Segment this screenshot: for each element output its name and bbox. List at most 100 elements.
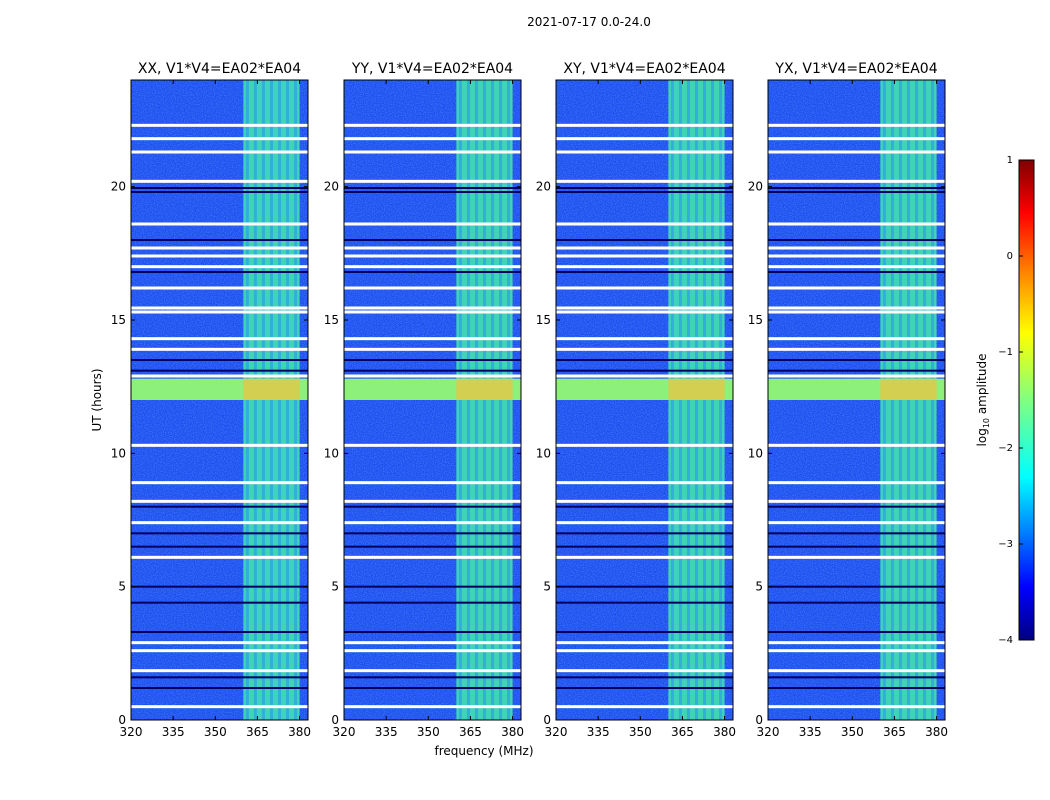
dark-row — [556, 187, 733, 189]
dark-row — [768, 191, 945, 193]
blank-row — [344, 306, 521, 310]
dark-row — [768, 187, 945, 189]
blank-row — [344, 374, 521, 378]
y-tick-label: 0 — [331, 713, 339, 727]
y-tick-label: 10 — [111, 446, 126, 460]
blank-row — [556, 246, 733, 250]
panel-title: YX, V1*V4=EA02*EA04 — [774, 61, 937, 77]
dark-row — [768, 687, 945, 689]
blank-row — [768, 179, 945, 183]
y-tick-label: 15 — [111, 313, 126, 327]
blank-row — [768, 337, 945, 341]
dark-row — [768, 271, 945, 273]
dark-row — [344, 271, 521, 273]
x-axis-label: frequency (MHz) — [434, 744, 533, 758]
blank-row — [556, 286, 733, 290]
dark-row — [131, 676, 308, 679]
blank-row — [768, 246, 945, 250]
dark-row — [556, 359, 733, 361]
dark-row — [344, 585, 521, 588]
blank-row — [131, 286, 308, 290]
blank-row — [344, 481, 521, 485]
blank-row — [131, 481, 308, 485]
blank-row — [768, 481, 945, 485]
colorbar-tick-label: 1 — [1007, 155, 1013, 166]
dark-row — [768, 676, 945, 679]
blank-row — [556, 222, 733, 226]
dark-row — [556, 545, 733, 548]
y-tick-label: 0 — [118, 713, 126, 727]
blank-row — [344, 179, 521, 183]
blank-row — [556, 669, 733, 673]
blank-row — [344, 310, 521, 314]
x-tick-label: 365 — [246, 725, 269, 739]
blank-row — [131, 150, 308, 154]
blank-row — [131, 521, 308, 525]
blank-row — [556, 306, 733, 310]
blank-row — [556, 649, 733, 653]
panel-title: XY, V1*V4=EA02*EA04 — [563, 61, 725, 77]
blank-row — [556, 137, 733, 141]
blank-row — [131, 347, 308, 351]
dark-row — [344, 191, 521, 193]
dark-row — [131, 369, 308, 372]
x-tick-label: 320 — [545, 725, 568, 739]
blank-row — [768, 641, 945, 645]
blank-row — [344, 521, 521, 525]
dark-row — [556, 532, 733, 535]
blank-row — [344, 265, 521, 269]
dark-row — [131, 359, 308, 361]
dark-row — [131, 271, 308, 273]
x-tick-label: 350 — [629, 725, 652, 739]
blank-row — [344, 254, 521, 258]
blank-row — [131, 555, 308, 559]
y-tick-label: 20 — [324, 180, 339, 194]
panel-title: XX, V1*V4=EA02*EA04 — [138, 61, 301, 77]
dark-row — [556, 239, 733, 241]
blank-row — [556, 705, 733, 709]
blank-row — [556, 481, 733, 485]
blank-row — [556, 123, 733, 127]
dark-row — [131, 187, 308, 189]
dark-row — [131, 532, 308, 535]
blank-row — [344, 555, 521, 559]
bright-interval-hot — [456, 378, 513, 400]
blank-row — [768, 669, 945, 673]
dark-row — [131, 631, 308, 633]
dark-row — [556, 687, 733, 689]
x-tick-label: 320 — [120, 725, 143, 739]
blank-row — [344, 641, 521, 645]
dark-row — [768, 601, 945, 604]
blank-row — [768, 555, 945, 559]
blank-row — [344, 150, 521, 154]
dark-row — [344, 601, 521, 604]
blank-row — [768, 347, 945, 351]
dark-row — [131, 191, 308, 193]
blank-row — [344, 246, 521, 250]
blank-row — [344, 137, 521, 141]
blank-row — [131, 705, 308, 709]
dark-row — [344, 676, 521, 679]
blank-row — [556, 499, 733, 503]
colorbar-tick-label: 0 — [1007, 251, 1013, 262]
x-tick-label: 320 — [333, 725, 356, 739]
colorbar: 1 0 −1 −2 −3 −4 log10 amplitude — [975, 155, 1035, 646]
blank-row — [556, 337, 733, 341]
dark-row — [344, 239, 521, 241]
dark-row — [344, 545, 521, 548]
blank-row — [131, 641, 308, 645]
dark-row — [344, 359, 521, 361]
blank-row — [131, 254, 308, 258]
blank-row — [768, 705, 945, 709]
blank-row — [556, 374, 733, 378]
blank-row — [344, 222, 521, 226]
dark-row — [768, 545, 945, 548]
blank-row — [131, 669, 308, 673]
dark-row — [768, 359, 945, 361]
blank-row — [556, 179, 733, 183]
dark-row — [556, 191, 733, 193]
x-tick-label: 380 — [288, 725, 311, 739]
y-tick-label: 20 — [536, 180, 551, 194]
blank-row — [131, 222, 308, 226]
blank-row — [344, 649, 521, 653]
